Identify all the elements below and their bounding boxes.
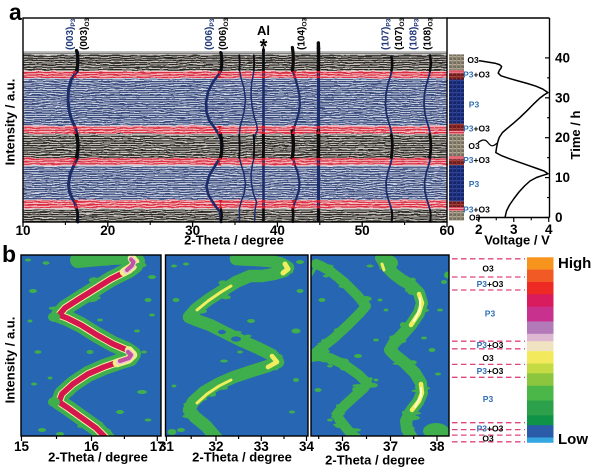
svg-text:O3: O3 bbox=[469, 213, 481, 223]
svg-text:2-Theta / degree: 2-Theta / degree bbox=[325, 453, 425, 468]
svg-text:2-Theta / degree: 2-Theta / degree bbox=[184, 233, 284, 248]
svg-text:17: 17 bbox=[150, 439, 165, 454]
svg-text:b: b bbox=[2, 241, 16, 267]
svg-text:50: 50 bbox=[355, 223, 370, 238]
svg-text:O3: O3 bbox=[482, 353, 494, 363]
svg-text:Low: Low bbox=[558, 431, 588, 448]
svg-text:O3: O3 bbox=[467, 55, 479, 65]
svg-text:30: 30 bbox=[555, 90, 570, 105]
svg-text:3: 3 bbox=[510, 222, 518, 237]
svg-text:Intensity / a.u.: Intensity / a.u. bbox=[3, 317, 18, 404]
svg-text:2-Theta / degree: 2-Theta / degree bbox=[48, 450, 148, 465]
svg-text:O3: O3 bbox=[482, 264, 494, 274]
svg-text:Al: Al bbox=[257, 23, 270, 38]
svg-text:P3+O3: P3+O3 bbox=[477, 366, 504, 376]
svg-text:20: 20 bbox=[555, 130, 570, 145]
svg-text:Voltage / V: Voltage / V bbox=[484, 233, 550, 248]
svg-text:P3+O3: P3+O3 bbox=[463, 124, 490, 134]
svg-text:P3+O3: P3+O3 bbox=[463, 205, 490, 215]
svg-text:20: 20 bbox=[100, 223, 115, 238]
svg-text:P3+O3: P3+O3 bbox=[477, 424, 504, 434]
svg-text:15: 15 bbox=[14, 439, 30, 454]
svg-text:P3: P3 bbox=[483, 394, 494, 404]
svg-text:P3+O3: P3+O3 bbox=[463, 70, 490, 80]
svg-text:P3: P3 bbox=[469, 179, 480, 189]
svg-text:10: 10 bbox=[15, 223, 30, 238]
svg-text:40: 40 bbox=[270, 223, 285, 238]
svg-text:P3: P3 bbox=[485, 309, 496, 319]
svg-text:10: 10 bbox=[555, 170, 570, 185]
svg-text:31: 31 bbox=[159, 439, 175, 454]
svg-text:*: * bbox=[260, 36, 268, 58]
svg-text:a: a bbox=[9, 0, 22, 25]
svg-text:2-Theta / degree: 2-Theta / degree bbox=[192, 450, 292, 465]
svg-text:34: 34 bbox=[299, 439, 315, 454]
svg-text:30: 30 bbox=[185, 223, 200, 238]
svg-text:P3+O3: P3+O3 bbox=[477, 279, 504, 289]
svg-text:Time / h: Time / h bbox=[568, 111, 583, 160]
svg-text:P3+O3: P3+O3 bbox=[463, 155, 490, 165]
svg-text:High: High bbox=[558, 255, 591, 272]
svg-text:32: 32 bbox=[208, 439, 223, 454]
svg-text:O3: O3 bbox=[468, 141, 480, 151]
svg-text:33: 33 bbox=[254, 439, 270, 454]
svg-text:P3+O3: P3+O3 bbox=[477, 340, 504, 350]
svg-text:40: 40 bbox=[555, 50, 570, 65]
svg-text:Intensity / a.u.: Intensity / a.u. bbox=[3, 79, 18, 166]
svg-text:2: 2 bbox=[475, 222, 483, 237]
svg-text:16: 16 bbox=[84, 439, 100, 454]
svg-text:60: 60 bbox=[439, 223, 454, 238]
svg-text:O3: O3 bbox=[482, 434, 494, 444]
svg-text:36: 36 bbox=[335, 439, 351, 454]
svg-text:37: 37 bbox=[383, 439, 398, 454]
svg-text:0: 0 bbox=[555, 210, 563, 225]
svg-text:P3: P3 bbox=[469, 100, 480, 110]
svg-text:38: 38 bbox=[429, 439, 445, 454]
svg-text:4: 4 bbox=[545, 222, 553, 237]
